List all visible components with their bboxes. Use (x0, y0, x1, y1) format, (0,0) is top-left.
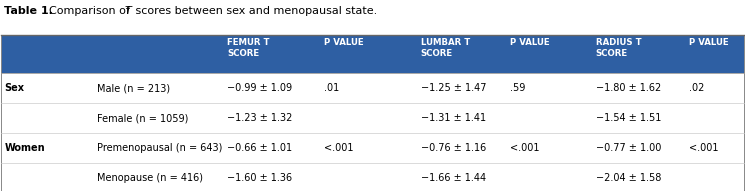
Text: −1.25 ± 1.47: −1.25 ± 1.47 (421, 83, 486, 93)
Text: RADIUS T
SCORE: RADIUS T SCORE (595, 38, 641, 58)
Text: <.001: <.001 (688, 143, 718, 153)
Text: P VALUE: P VALUE (688, 38, 728, 47)
Text: Sex: Sex (4, 83, 25, 93)
Text: Female (n = 1059): Female (n = 1059) (98, 113, 188, 123)
Text: Table 1.: Table 1. (4, 6, 54, 16)
Text: −1.80 ± 1.62: −1.80 ± 1.62 (595, 83, 661, 93)
Bar (1, 74, 744, 104)
Text: −1.66 ± 1.44: −1.66 ± 1.44 (421, 173, 486, 183)
Bar (1, 133, 744, 163)
Text: Premenopausal (n = 643): Premenopausal (n = 643) (98, 143, 223, 153)
Text: P VALUE: P VALUE (324, 38, 364, 47)
Text: −0.77 ± 1.00: −0.77 ± 1.00 (595, 143, 661, 153)
Text: <.001: <.001 (324, 143, 354, 153)
Text: .01: .01 (324, 83, 340, 93)
Bar (1, 163, 744, 191)
Text: −2.04 ± 1.58: −2.04 ± 1.58 (595, 173, 661, 183)
Text: −0.66 ± 1.01: −0.66 ± 1.01 (227, 143, 293, 153)
Text: −0.76 ± 1.16: −0.76 ± 1.16 (421, 143, 486, 153)
Text: scores between sex and menopausal state.: scores between sex and menopausal state. (132, 6, 377, 16)
Text: P VALUE: P VALUE (510, 38, 550, 47)
Text: Menopause (n = 416): Menopause (n = 416) (98, 173, 203, 183)
Text: .02: .02 (688, 83, 704, 93)
Text: −1.60 ± 1.36: −1.60 ± 1.36 (227, 173, 293, 183)
Text: Women: Women (4, 143, 45, 153)
Text: FEMUR T
SCORE: FEMUR T SCORE (227, 38, 270, 58)
Text: −1.31 ± 1.41: −1.31 ± 1.41 (421, 113, 486, 123)
Text: Male (n = 213): Male (n = 213) (98, 83, 171, 93)
Text: −1.54 ± 1.51: −1.54 ± 1.51 (595, 113, 661, 123)
Text: −0.99 ± 1.09: −0.99 ± 1.09 (227, 83, 293, 93)
Text: LUMBAR T
SCORE: LUMBAR T SCORE (421, 38, 470, 58)
Text: −1.23 ± 1.32: −1.23 ± 1.32 (227, 113, 293, 123)
Bar (1, 35, 744, 74)
Text: .59: .59 (510, 83, 525, 93)
Bar (1, 104, 744, 133)
Text: Comparison of: Comparison of (42, 6, 133, 16)
Text: T: T (125, 6, 132, 16)
Text: <.001: <.001 (510, 143, 539, 153)
